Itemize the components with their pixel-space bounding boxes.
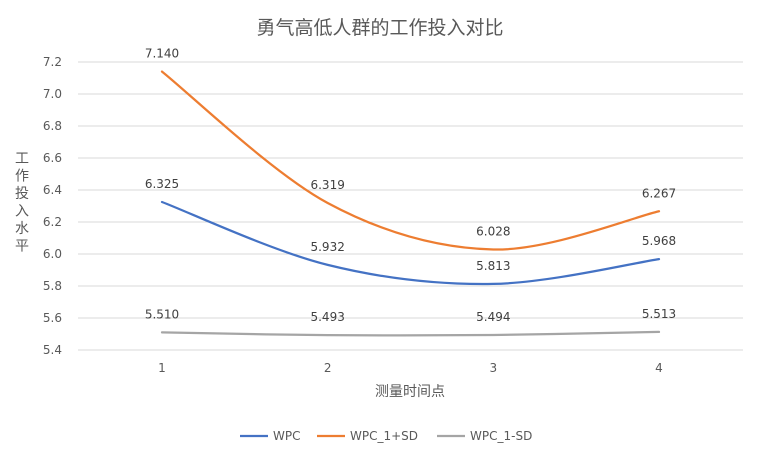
y-axis-title-char: 工 — [15, 151, 29, 167]
data-label: 5.968 — [642, 234, 676, 248]
y-axis-title-char: 投 — [15, 186, 29, 202]
gridlines — [78, 61, 743, 351]
data-label: 5.494 — [476, 310, 510, 324]
y-tick-label: 7.2 — [43, 55, 62, 69]
legend-label: WPC_1+SD — [350, 429, 418, 443]
legend-label: WPC_1-SD — [470, 429, 532, 443]
x-tick-label: 2 — [324, 361, 332, 375]
y-tick-label: 5.4 — [43, 343, 62, 357]
y-tick-label: 6.6 — [43, 151, 62, 165]
y-axis-title-char: 入 — [15, 204, 29, 220]
data-label: 7.140 — [145, 47, 179, 61]
y-tick-label: 7.0 — [43, 87, 62, 101]
y-tick-label: 6.2 — [43, 215, 62, 229]
data-label: 5.493 — [310, 310, 344, 324]
legend: WPC WPC_1+SD WPC_1-SD — [240, 429, 532, 443]
x-tick-label: 4 — [655, 361, 663, 375]
series-line-wpc — [160, 200, 661, 286]
y-tick-label: 5.8 — [43, 279, 62, 293]
x-tick-label: 1 — [158, 361, 166, 375]
y-axis-title-char: 平 — [15, 239, 29, 255]
data-label: 5.813 — [476, 259, 510, 273]
data-label: 6.028 — [476, 225, 510, 239]
data-label: 5.510 — [145, 307, 179, 321]
legend-item: WPC — [240, 429, 300, 443]
x-axis-title: 测量时间点 — [375, 384, 445, 400]
data-label: 6.267 — [642, 186, 676, 200]
data-labels: 6.325 5.932 5.813 5.968 7.140 6.319 6.028 6.267… — [145, 47, 676, 325]
data-label: 6.325 — [145, 177, 179, 191]
y-axis-title-char: 水 — [15, 221, 29, 237]
data-label: 6.319 — [310, 178, 344, 192]
chart-title: 勇气高低人群的工作投入对比 — [256, 17, 503, 39]
x-tick-label: 3 — [490, 361, 498, 375]
y-axis-title-char: 作 — [15, 169, 29, 185]
legend-item: WPC_1+SD — [317, 429, 418, 443]
y-tick-label: 5.6 — [43, 311, 62, 325]
series-line-wpc-1-sd — [160, 330, 661, 337]
legend-label: WPC — [273, 429, 300, 443]
series-line-wpc-1-sd — [160, 70, 661, 251]
y-axis-ticks: 5.4 5.6 5.8 6.0 6.2 6.4 6.6 6.8 7.0 7.2 — [43, 55, 62, 357]
x-axis-ticks: 1 2 3 4 — [158, 361, 663, 375]
y-tick-label: 6.8 — [43, 119, 62, 133]
series-lines — [160, 70, 661, 337]
y-tick-label: 6.4 — [43, 183, 62, 197]
data-label: 5.932 — [310, 240, 344, 254]
data-label: 5.513 — [642, 307, 676, 321]
y-tick-label: 6.0 — [43, 247, 62, 261]
legend-item: WPC_1-SD — [437, 429, 532, 443]
